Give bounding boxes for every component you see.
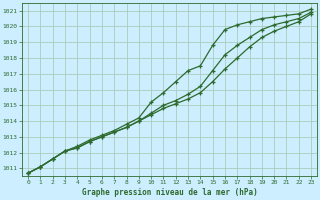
X-axis label: Graphe pression niveau de la mer (hPa): Graphe pression niveau de la mer (hPa)	[82, 188, 258, 197]
